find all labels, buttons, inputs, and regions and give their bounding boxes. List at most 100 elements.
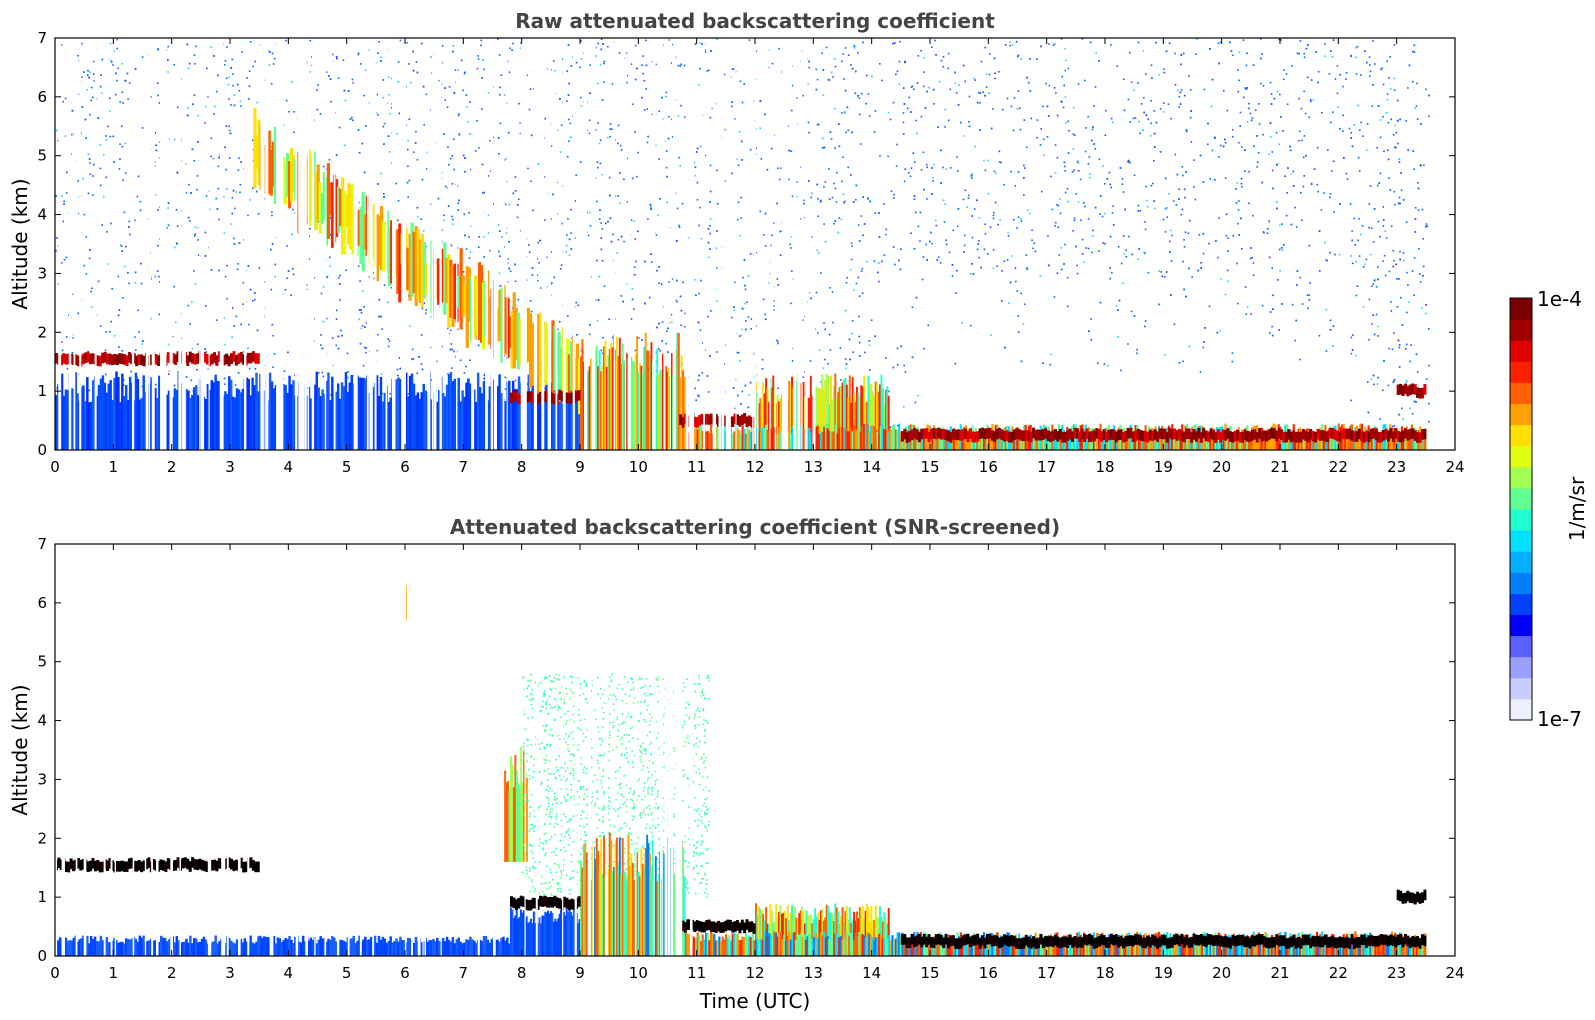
noise-speck — [218, 269, 220, 272]
noise-speck — [1137, 210, 1140, 212]
noise-speck — [862, 234, 864, 237]
noise-speck — [739, 80, 742, 83]
noise-speck — [150, 96, 153, 98]
noise-speck — [910, 232, 912, 235]
noise-speck — [1040, 128, 1043, 130]
noise-speck — [599, 162, 602, 165]
noise-speck — [1162, 111, 1165, 113]
noise-speck — [306, 284, 308, 286]
noise-speck — [497, 38, 499, 40]
noise-speck — [1153, 110, 1156, 112]
noise-speck — [739, 234, 742, 237]
noise-speck — [1085, 127, 1087, 129]
noise-speck — [1399, 202, 1401, 205]
noise-speck — [538, 261, 540, 264]
noise-speck — [386, 301, 389, 304]
noise-speck — [1419, 273, 1421, 275]
noise-speck — [658, 282, 660, 285]
noise-speck — [922, 151, 925, 154]
noise-speck — [257, 212, 260, 215]
aerosol-cell — [358, 377, 361, 450]
noise-speck — [89, 71, 92, 74]
noise-speck — [420, 218, 423, 220]
noise-speck — [1384, 274, 1387, 277]
noise-speck — [1182, 360, 1184, 363]
noise-speck — [326, 275, 329, 278]
noise-speck — [929, 426, 932, 428]
noise-speck — [631, 287, 634, 290]
aerosol-cell — [360, 377, 363, 450]
noise-speck — [559, 98, 561, 100]
noise-speck — [1279, 224, 1281, 227]
noise-speck — [1342, 114, 1344, 117]
noise-speck — [823, 186, 825, 188]
noise-speck — [360, 309, 362, 311]
noise-speck — [1189, 116, 1192, 119]
noise-speck — [828, 79, 831, 81]
noise-speck — [979, 101, 981, 104]
noise-speck — [380, 172, 382, 175]
noise-speck — [1372, 83, 1374, 86]
noise-speck — [1332, 345, 1334, 347]
noise-speck — [1076, 264, 1078, 267]
noise-speck — [451, 367, 453, 369]
descending-layer-cell — [337, 186, 341, 233]
noise-speck — [1087, 247, 1090, 250]
noise-speck — [1393, 190, 1396, 193]
noise-speck — [1301, 303, 1304, 305]
noise-speck — [1292, 185, 1295, 187]
noise-speck — [306, 61, 308, 64]
noise-speck — [1159, 151, 1162, 153]
noise-speck — [1305, 154, 1307, 157]
noise-speck — [507, 131, 510, 134]
noise-speck — [637, 337, 640, 339]
noise-speck — [113, 334, 116, 337]
aerosol-cell — [121, 373, 124, 450]
noise-speck — [329, 216, 332, 219]
noise-speck — [550, 218, 552, 220]
aerosol-cell — [206, 384, 210, 450]
noise-speck — [1262, 133, 1265, 136]
aerosol-cell — [447, 373, 451, 450]
noise-speck — [1123, 109, 1126, 112]
noise-speck — [896, 364, 899, 366]
noise-speck — [157, 244, 159, 247]
noise-speck — [1053, 43, 1056, 45]
noise-speck — [984, 232, 987, 235]
noise-speck — [1256, 161, 1259, 163]
noise-speck — [480, 44, 482, 47]
noise-speck — [1174, 153, 1177, 156]
noise-speck — [1183, 94, 1186, 97]
noise-speck — [1303, 175, 1306, 177]
noise-speck — [1072, 148, 1075, 150]
noise-speck — [293, 110, 296, 113]
noise-speck — [1295, 226, 1298, 228]
noise-speck — [1390, 118, 1393, 121]
noise-speck — [914, 401, 917, 404]
noise-speck — [1275, 131, 1278, 134]
noise-speck — [1373, 383, 1375, 386]
noise-speck — [682, 281, 684, 284]
noise-speck — [1242, 39, 1245, 41]
noise-speck — [1377, 105, 1380, 107]
noise-speck — [699, 67, 701, 70]
aerosol-cell — [247, 378, 250, 450]
noise-speck — [1009, 281, 1012, 284]
noise-speck — [595, 55, 597, 57]
noise-speck — [1017, 171, 1020, 173]
noise-speck — [514, 176, 517, 178]
noise-speck — [171, 335, 174, 338]
noise-speck — [543, 219, 546, 221]
noise-speck — [247, 323, 250, 326]
noise-speck — [1231, 352, 1234, 354]
noise-speck — [1155, 121, 1158, 124]
noise-speck — [1144, 325, 1146, 328]
noise-speck — [1387, 384, 1390, 387]
noise-speck — [709, 232, 711, 235]
noise-speck — [858, 240, 861, 242]
descending-layer-cell — [292, 155, 296, 192]
noise-speck — [1059, 212, 1062, 215]
noise-speck — [181, 210, 183, 212]
noise-speck — [1024, 167, 1026, 169]
noise-speck — [1415, 401, 1418, 403]
